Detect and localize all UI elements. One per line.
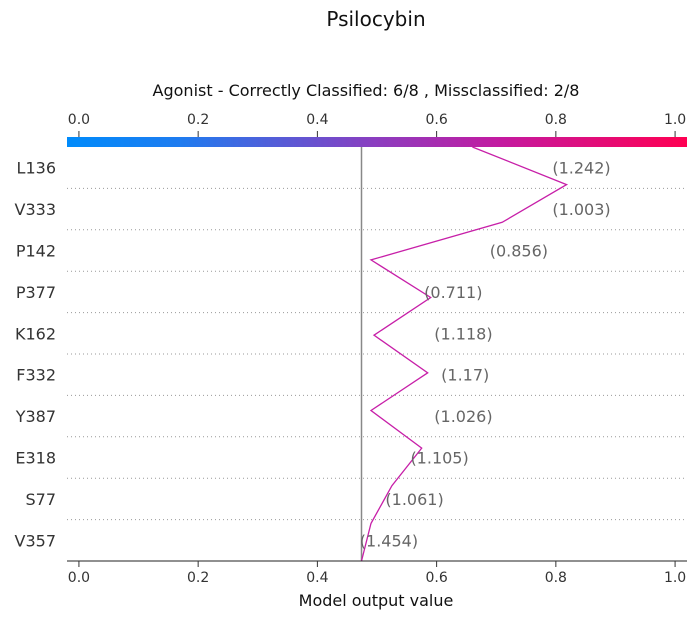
feature-labels: L136 V333 P142 P377 K162 F332 Y387 E318 S77 V357 [15,159,56,551]
feature-label: L136 [17,159,56,178]
feature-label: V357 [15,531,56,550]
row-gridlines [67,187,687,521]
feature-value-label: (1.105) [410,449,468,468]
feature-value-labels: (1.242) (1.003) (0.856) (0.711) (1.118) (1.17… [360,159,611,551]
feature-value-label: (1.026) [434,407,492,426]
feature-label: P377 [16,283,56,302]
top-tick-label: 0.0 [68,112,90,128]
bottom-tick-label: 1.0 [664,570,686,586]
feature-value-label: (0.711) [424,283,482,302]
top-tick-label: 1.0 [664,112,686,128]
top-axis-ticks: 0.0 0.2 0.4 0.6 0.8 1.0 [68,112,686,137]
top-tick-label: 0.6 [425,112,447,128]
feature-value-label: (1.061) [385,490,443,509]
bottom-tick-label: 0.2 [187,570,209,586]
feature-value-label: (1.003) [552,200,610,219]
feature-label: K162 [15,324,56,343]
feature-value-label: (1.17) [441,366,489,385]
colorbar [67,137,687,147]
feature-label: V333 [15,200,56,219]
bottom-tick-label: 0.0 [68,570,90,586]
feature-label: E318 [15,449,56,468]
feature-value-label: (1.454) [360,531,418,550]
feature-label: P142 [16,242,56,261]
feature-value-label: (1.242) [552,159,610,178]
feature-label: F332 [16,366,56,385]
top-tick-label: 0.4 [306,112,328,128]
bottom-tick-label: 0.8 [545,570,567,586]
top-tick-label: 0.2 [187,112,209,128]
bottom-axis-ticks: 0.0 0.2 0.4 0.6 0.8 1.0 [68,561,686,586]
decision-path-line [360,146,569,562]
chart-title: Psilocybin [326,7,425,31]
x-axis-label: Model output value [299,591,454,610]
bottom-tick-label: 0.6 [425,570,447,586]
feature-value-label: (1.118) [434,324,492,343]
bottom-tick-label: 0.4 [306,570,328,586]
chart-subtitle: Agonist - Correctly Classified: 6/8 , Mi… [153,81,580,100]
feature-label: S77 [25,490,56,509]
top-tick-label: 0.8 [545,112,567,128]
feature-label: Y387 [15,407,56,426]
feature-value-label: (0.856) [490,242,548,261]
